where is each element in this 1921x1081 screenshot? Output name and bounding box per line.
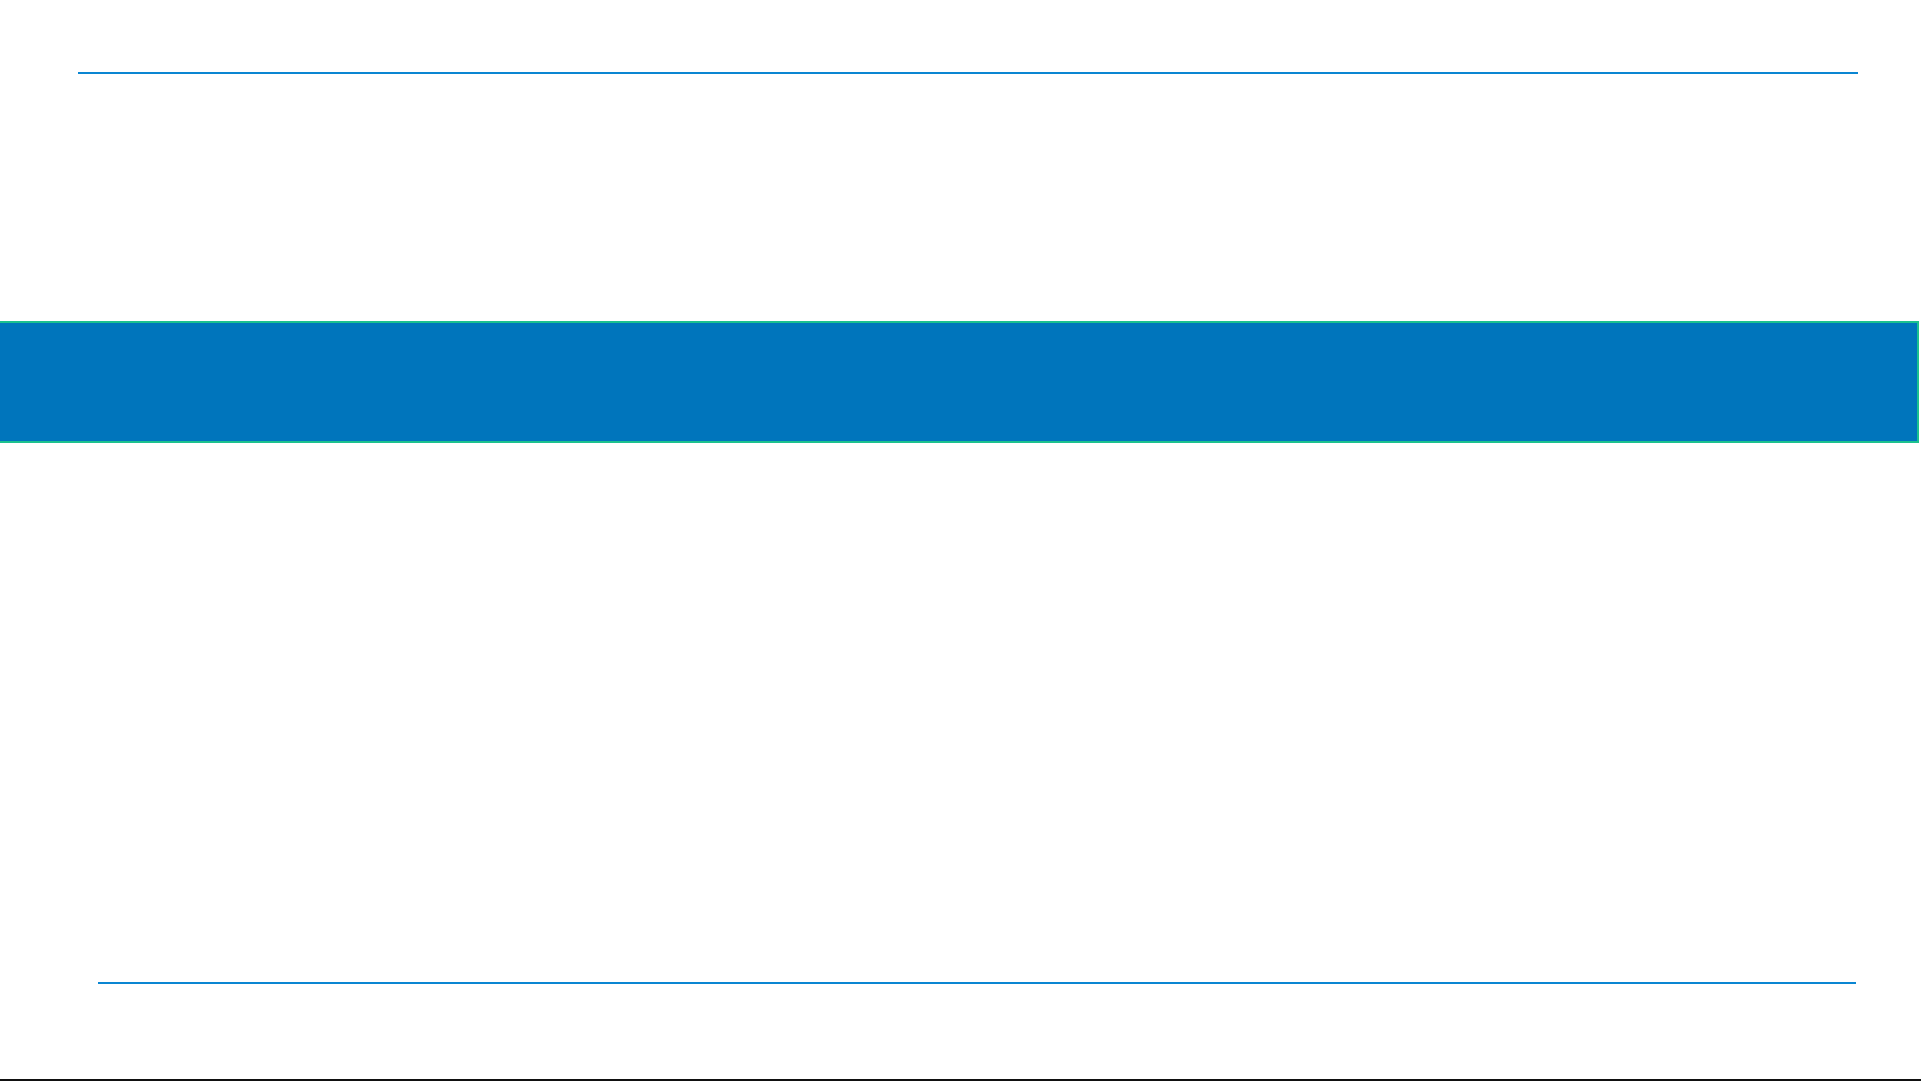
bottom-divider	[98, 982, 1856, 984]
bottom-edge-line	[0, 1079, 1921, 1081]
title-band	[0, 321, 1919, 443]
top-divider	[78, 72, 1858, 74]
